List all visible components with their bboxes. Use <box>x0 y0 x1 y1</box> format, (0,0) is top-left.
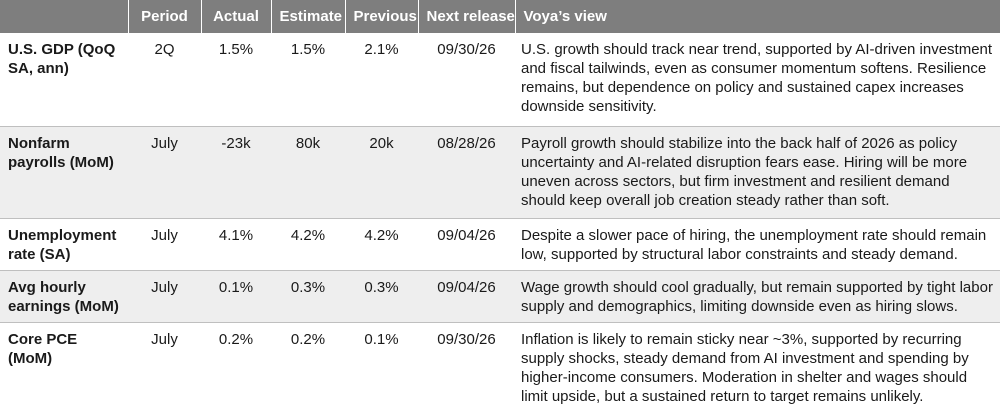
period-cell: July <box>128 270 201 323</box>
previous-cell: 0.1% <box>364 330 399 348</box>
estimate-cell: 80k <box>271 126 345 219</box>
header-indicator <box>0 0 128 33</box>
indicator-cell: Core PCE (MoM) <box>8 330 78 367</box>
previous-cell: 20k <box>345 126 418 219</box>
estimate-cell: 0.3% <box>271 270 345 323</box>
view-cell: Inflation is likely to remain sticky nea… <box>521 330 969 405</box>
previous-cell: 2.1% <box>345 33 418 127</box>
estimate-cell: 0.2% <box>290 330 326 348</box>
actual-cell: 0.1% <box>201 270 271 323</box>
header-previous: Previous <box>344 0 418 33</box>
period-cell: July <box>128 126 201 219</box>
view-cell: Wage growth should cool gradually, but r… <box>515 270 1000 323</box>
header-actual: Actual <box>200 0 271 33</box>
header-row: Period Actual Estimate Previous Next rel… <box>0 0 1000 33</box>
actual-cell: -23k <box>201 126 271 219</box>
table-row: Core PCE (MoM) July 0.2% 0.2% 0.1% 09/30… <box>0 322 1000 412</box>
period-cell: July <box>151 330 178 348</box>
indicator-cell: Avg hourly earnings (MoM) <box>0 270 128 323</box>
estimate-cell: 4.2% <box>271 218 345 271</box>
previous-cell: 4.2% <box>345 218 418 271</box>
header-view: Voya’s view <box>514 0 1000 33</box>
period-cell: 2Q <box>128 33 201 127</box>
view-cell: Payroll growth should stabilize into the… <box>515 126 1000 219</box>
estimate-cell: 1.5% <box>271 33 345 127</box>
actual-cell: 0.2% <box>218 330 254 348</box>
next-release-cell: 09/30/26 <box>437 330 496 348</box>
next-release-cell: 09/04/26 <box>418 218 515 271</box>
previous-cell: 0.3% <box>345 270 418 323</box>
view-cell: U.S. growth should track near trend, sup… <box>515 33 1000 127</box>
next-release-cell: 08/28/26 <box>418 126 515 219</box>
next-release-cell: 09/04/26 <box>418 270 515 323</box>
header-period: Period <box>127 0 201 33</box>
actual-cell: 1.5% <box>201 33 271 127</box>
header-estimate: Estimate <box>270 0 345 33</box>
next-release-cell: 09/30/26 <box>418 33 515 127</box>
table-row: Unemployment rate (SA) July 4.1% 4.2% 4.… <box>0 218 1000 271</box>
header-next-release: Next release <box>417 0 515 33</box>
view-cell: Despite a slower pace of hiring, the une… <box>515 218 1000 271</box>
table-row: Nonfarm payrolls (MoM) July -23k 80k 20k… <box>0 126 1000 219</box>
table-row: U.S. GDP (QoQ SA, ann) 2Q 1.5% 1.5% 2.1%… <box>0 33 1000 127</box>
indicator-cell: U.S. GDP (QoQ SA, ann) <box>0 33 128 127</box>
actual-cell: 4.1% <box>201 218 271 271</box>
period-cell: July <box>128 218 201 271</box>
table-row: Avg hourly earnings (MoM) July 0.1% 0.3%… <box>0 270 1000 323</box>
indicator-cell: Unemployment rate (SA) <box>0 218 128 271</box>
indicator-cell: Nonfarm payrolls (MoM) <box>0 126 128 219</box>
